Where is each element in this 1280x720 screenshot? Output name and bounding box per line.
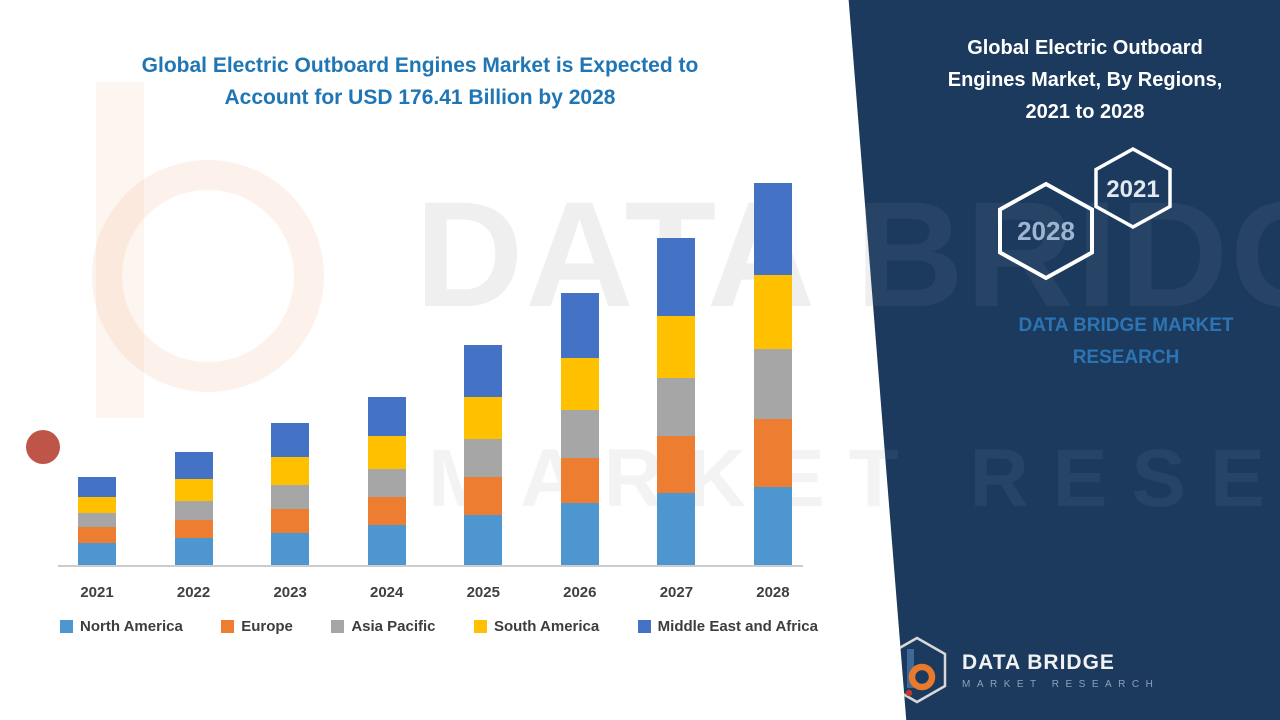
legend-swatch-icon [473,620,487,633]
bar-segment [560,410,599,458]
chart-legend: North America Europe Asia Pacific South Ame… [60,618,818,635]
x-axis-label: 2021 [80,584,114,601]
bar-2021: 2021 [78,477,116,601]
legend-label: Asia Pacific [351,618,436,635]
bar-segment [657,377,696,437]
hexagon-outline-icon [1094,146,1172,230]
bar-segment [753,487,792,565]
footer-logo: DATA BRIDGE MARKET RESEARCH [885,636,1159,704]
bar-segment [367,468,406,497]
bar-2025: 2025 [464,345,503,601]
legend-swatch-icon [60,620,73,633]
legend-item: Europe [221,618,293,635]
bar-segment [367,436,406,469]
hexagon-badge-2021: 2021 [1094,146,1172,230]
bar-segment [464,515,503,565]
bar-segment [753,349,792,419]
footer-logo-tagline: MARKET RESEARCH [962,678,1160,690]
badge-front-year: 2028 [1017,216,1075,246]
bar-2022: 2022 [174,452,213,601]
bar-segment [560,503,599,565]
bar-segment [464,439,503,478]
legend-label: Europe [241,618,293,635]
bar-segment [271,532,310,565]
legend-swatch-icon [221,620,235,633]
chart-title: Global Electric Outboard Engines Market … [141,54,699,109]
bar-segment [271,508,310,533]
x-axis-label: 2024 [370,584,404,601]
bar-segment [271,456,310,485]
bar-segment [271,484,310,509]
footer-logo-name: DATA BRIDGE [962,650,1115,674]
legend-item: South America [473,618,600,635]
bar-segment [657,238,696,317]
legend-label: Middle East and Africa [657,618,818,635]
legend-item: North America [60,618,183,635]
hexagon-badge-2028: 2028 [998,181,1094,281]
bar-segment [78,513,116,528]
x-axis-label: 2028 [756,584,790,601]
bar-segment [464,397,503,440]
watermark-logo-dot [26,430,60,464]
legend-swatch-icon [637,620,651,633]
logo-hexagon-icon [887,636,947,704]
hexagon-outline-icon [998,181,1094,281]
bar-segment [753,419,792,487]
bar-segment [78,527,116,544]
bar-2027: 2027 [657,238,696,601]
bar-2028: 2028 [753,182,792,601]
bar-segment [174,519,213,538]
legend-swatch-icon [331,620,345,633]
bar-segment [367,524,406,565]
legend-item: Asia Pacific [331,618,436,635]
bar-2026: 2026 [560,293,599,601]
bar-2023: 2023 [271,423,310,601]
bar-segment [174,479,213,502]
panel-title: Global Electric Outboard Engines Market,… [947,37,1223,123]
bar-segment [367,397,406,437]
bar-segment [174,452,213,480]
stacked-bar-plot: 2021 2022 2023 2024 2025 2026 2027 2028 [78,182,792,601]
bar-segment [367,496,406,525]
x-axis-label: 2025 [466,584,500,601]
bar-segment [78,543,116,565]
x-axis-line [58,565,803,567]
bar-segment [464,477,503,516]
badge-back-year: 2021 [1106,176,1159,203]
bar-segment [560,293,599,359]
legend-label: North America [80,618,183,635]
panel-watermark-brand-text: DATA BRIDGE [415,170,1280,338]
bar-segment [78,477,116,497]
bar-segment [657,316,696,378]
legend-label: South America [493,618,600,635]
bar-segment [560,457,599,504]
panel-watermark-tagline-text: MARKET RESEARCH [849,433,1280,524]
bar-segment [78,496,116,514]
bar-segment [271,423,310,457]
bar-segment [174,537,213,565]
x-axis-label: 2027 [659,584,694,601]
bar-2024: 2024 [367,397,406,601]
bar-segment [657,436,696,493]
bar-segment [753,275,792,350]
x-axis-label: 2026 [563,584,597,601]
x-axis-label: 2022 [176,584,211,601]
bar-segment [753,182,792,276]
legend-item: Middle East and Africa [637,618,818,635]
bar-segment [657,492,696,565]
x-axis-label: 2023 [273,584,307,601]
bar-segment [560,358,599,411]
bar-segment [174,501,213,520]
bar-segment [464,345,503,398]
panel-brand-name: DATA BRIDGE MARKET RESEARCH [1018,315,1234,369]
